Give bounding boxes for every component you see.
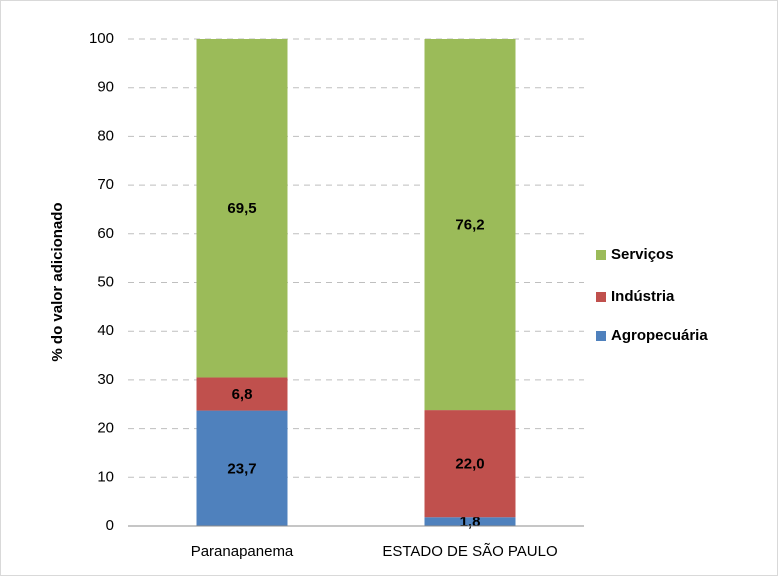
y-tick-label: 50 xyxy=(97,273,114,290)
legend-label: Serviços xyxy=(611,246,674,263)
y-tick-label: 20 xyxy=(97,420,114,437)
legend-label: Agropecuária xyxy=(611,327,708,344)
value-label: 22,0 xyxy=(455,456,484,473)
y-tick-label: 10 xyxy=(97,468,114,485)
y-tick-label: 90 xyxy=(97,79,114,96)
x-tick-label: Paranapanema xyxy=(191,543,294,560)
y-tick-label: 100 xyxy=(89,30,114,47)
bar-segment xyxy=(424,410,516,518)
legend-label: Indústria xyxy=(611,288,675,305)
legend-swatch xyxy=(596,250,606,260)
legend-swatch xyxy=(596,292,606,302)
bar-segment xyxy=(196,377,288,411)
y-tick-label: 0 xyxy=(106,517,114,534)
value-label: 69,5 xyxy=(227,200,256,217)
y-tick-label: 40 xyxy=(97,322,114,339)
bar-segment xyxy=(196,410,288,526)
legend-swatch xyxy=(596,331,606,341)
bar-segment xyxy=(196,39,288,378)
value-label: 76,2 xyxy=(455,217,484,234)
bar-segment xyxy=(424,39,516,411)
y-tick-label: 60 xyxy=(97,225,114,242)
bar-segment xyxy=(424,517,516,526)
y-tick-label: 80 xyxy=(97,127,114,144)
y-tick-label: 70 xyxy=(97,176,114,193)
y-axis-label: % do valor adicionado xyxy=(49,202,66,361)
y-tick-label: 30 xyxy=(97,371,114,388)
x-tick-label: ESTADO DE SÃO PAULO xyxy=(382,543,557,560)
value-label: 23,7 xyxy=(227,460,256,477)
value-label: 6,8 xyxy=(232,386,253,403)
